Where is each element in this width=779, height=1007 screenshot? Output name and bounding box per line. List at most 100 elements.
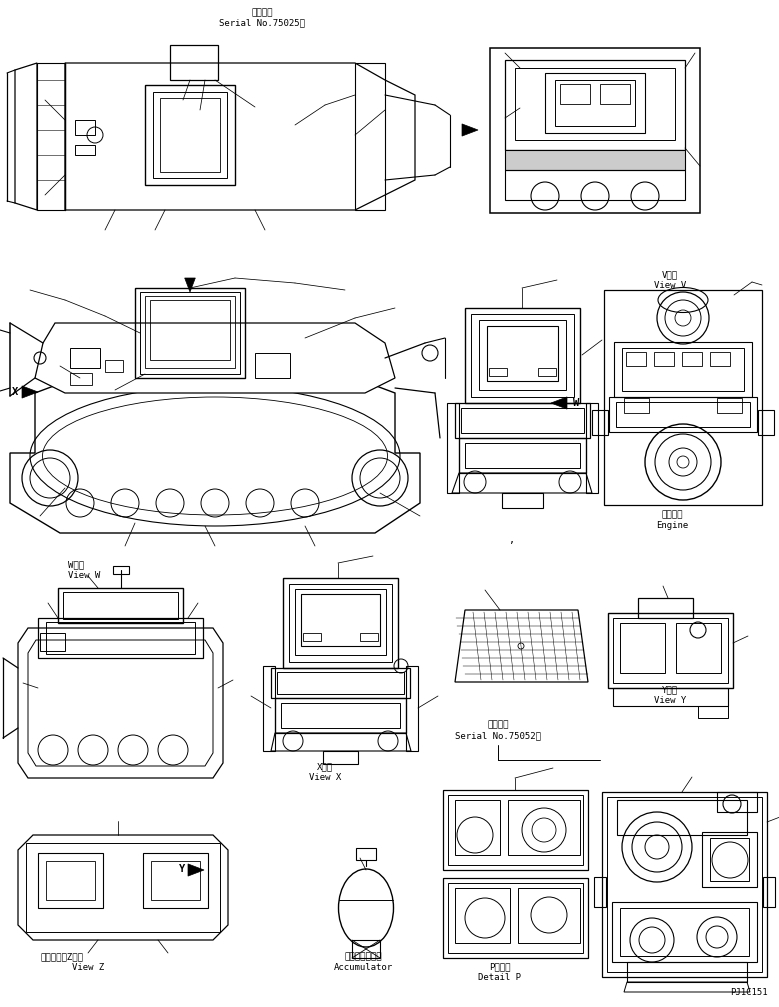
Text: Serial No.75052～: Serial No.75052～	[455, 731, 541, 740]
Bar	[616, 402, 750, 427]
Bar	[275, 698, 406, 733]
Text: X: X	[12, 387, 18, 397]
Bar	[150, 300, 230, 359]
Bar	[502, 493, 543, 508]
Bar	[602, 792, 767, 977]
Text: Engine: Engine	[656, 521, 688, 530]
Bar	[479, 320, 566, 390]
Text: 適用号機: 適用号機	[252, 8, 273, 17]
Bar	[37, 63, 65, 210]
Bar	[515, 68, 675, 140]
Bar	[295, 589, 386, 655]
Bar	[538, 368, 556, 376]
Bar	[505, 60, 685, 150]
Bar	[75, 120, 95, 135]
Text: View X: View X	[309, 773, 341, 782]
Bar	[594, 877, 606, 907]
Bar	[38, 618, 203, 658]
Text: 適用号機: 適用号機	[487, 720, 509, 729]
Bar	[406, 666, 418, 751]
Text: V　視: V 視	[662, 270, 678, 279]
Text: View Z: View Z	[72, 963, 104, 972]
Bar	[612, 902, 757, 962]
Bar	[545, 73, 645, 133]
Bar	[600, 84, 630, 104]
Bar	[710, 838, 749, 881]
Bar	[356, 848, 376, 860]
Bar	[303, 633, 321, 641]
Bar	[46, 861, 95, 900]
Text: View Y: View Y	[654, 696, 686, 705]
Polygon shape	[185, 278, 196, 292]
Bar	[487, 326, 558, 381]
Bar	[455, 403, 590, 438]
Bar	[465, 308, 580, 403]
Text: Accumulator: Accumulator	[333, 963, 393, 972]
Text: View V: View V	[654, 281, 686, 290]
Text: Y　視: Y 視	[662, 685, 678, 694]
Bar	[289, 584, 392, 662]
Text: PJ1C151: PJ1C151	[731, 988, 768, 997]
Bar	[758, 410, 774, 435]
Text: エンジン: エンジン	[661, 510, 682, 519]
Bar	[46, 622, 195, 654]
Bar	[113, 566, 129, 574]
Text: P　詳細: P 詳細	[489, 962, 511, 971]
Bar	[455, 800, 500, 855]
Bar	[263, 666, 275, 751]
Polygon shape	[35, 323, 395, 393]
Bar	[153, 92, 227, 178]
Bar	[654, 352, 674, 366]
Bar	[355, 63, 385, 210]
Bar	[555, 80, 635, 126]
Polygon shape	[462, 124, 478, 136]
Bar	[323, 751, 358, 764]
Bar	[717, 792, 757, 812]
Bar	[702, 832, 757, 887]
Bar	[490, 48, 700, 213]
Bar	[63, 592, 178, 619]
Bar	[560, 84, 590, 104]
Bar	[614, 342, 752, 397]
Bar	[283, 578, 398, 668]
Bar	[471, 314, 574, 397]
Bar	[135, 288, 245, 378]
Bar	[70, 348, 100, 368]
Bar	[617, 800, 747, 835]
Bar	[763, 877, 775, 907]
Bar	[360, 633, 378, 641]
Bar	[717, 398, 742, 413]
Text: Detail P: Detail P	[478, 973, 521, 982]
Text: Serial No.75025～: Serial No.75025～	[219, 18, 305, 27]
Bar	[443, 878, 588, 958]
Bar	[448, 883, 583, 953]
Text: －・－－　Z　視: －・－－ Z 視	[40, 952, 83, 961]
Bar	[489, 368, 507, 376]
Bar	[592, 410, 608, 435]
Bar	[607, 797, 762, 972]
Bar	[151, 861, 200, 900]
Bar	[58, 588, 183, 623]
Bar	[627, 962, 747, 982]
Bar	[38, 853, 103, 908]
Bar	[505, 170, 685, 200]
Bar	[75, 145, 95, 155]
Bar	[448, 795, 583, 865]
Bar	[710, 352, 730, 366]
Text: W: W	[573, 398, 580, 408]
Bar	[620, 908, 749, 956]
Bar	[622, 348, 744, 391]
Bar	[143, 853, 208, 908]
Text: Y: Y	[178, 864, 185, 874]
Bar	[682, 352, 702, 366]
Bar	[255, 353, 290, 378]
Bar	[608, 613, 733, 688]
Polygon shape	[551, 397, 567, 409]
Bar	[352, 940, 380, 958]
Bar	[620, 623, 665, 673]
Text: View W: View W	[68, 571, 100, 580]
Bar	[160, 98, 220, 172]
Bar	[140, 292, 240, 374]
Bar	[609, 397, 757, 432]
Bar	[613, 618, 728, 683]
